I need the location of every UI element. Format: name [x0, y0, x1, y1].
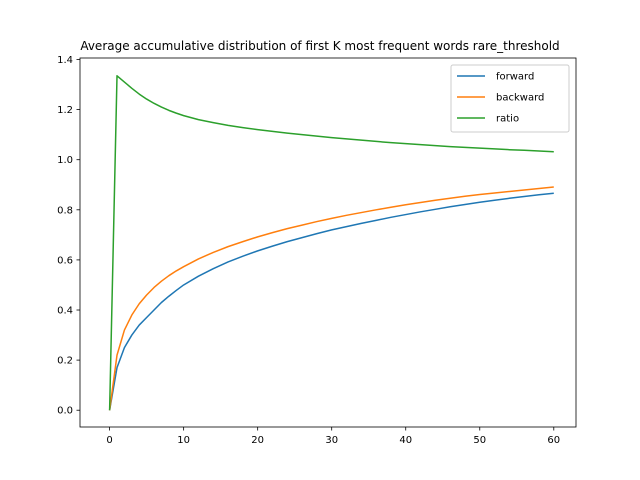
x-tick-label: 40: [399, 435, 412, 446]
y-tick-label: 0.2: [57, 356, 73, 367]
legend-label-backward: backward: [496, 93, 544, 104]
series-line-backward: [108, 186, 554, 411]
y-axis: 0.0 0.2 0.4 0.6 0.8 1.0 1.2 1.4: [57, 55, 80, 417]
x-tick-label: 50: [473, 435, 486, 446]
chart-title: Average accumulative distribution of fir…: [80, 39, 559, 53]
y-tick-label: 1.2: [57, 105, 73, 116]
legend-box: [450, 64, 570, 133]
y-tick-label: 0.4: [57, 306, 73, 317]
y-tick-label: 0.6: [57, 255, 73, 266]
x-axis: 0 10 20 30 40 50 60: [106, 427, 560, 446]
legend-label-forward: forward: [496, 72, 534, 83]
series-line-ratio: [108, 75, 554, 411]
legend-label-ratio: ratio: [496, 114, 519, 125]
x-tick-label: 60: [547, 435, 560, 446]
legend: forward backward ratio: [450, 64, 570, 133]
plot-lines: [108, 75, 554, 411]
x-tick-label: 30: [325, 435, 338, 446]
series-line-forward: [108, 192, 554, 411]
y-tick-label: 0.0: [57, 406, 73, 417]
y-tick-label: 1.0: [57, 155, 73, 166]
y-tick-label: 0.8: [57, 205, 73, 216]
x-tick-label: 20: [251, 435, 264, 446]
plot-frame: [79, 57, 577, 428]
x-tick-label: 10: [177, 435, 190, 446]
x-tick-label: 0: [106, 435, 112, 446]
y-tick-label: 1.4: [57, 55, 73, 66]
